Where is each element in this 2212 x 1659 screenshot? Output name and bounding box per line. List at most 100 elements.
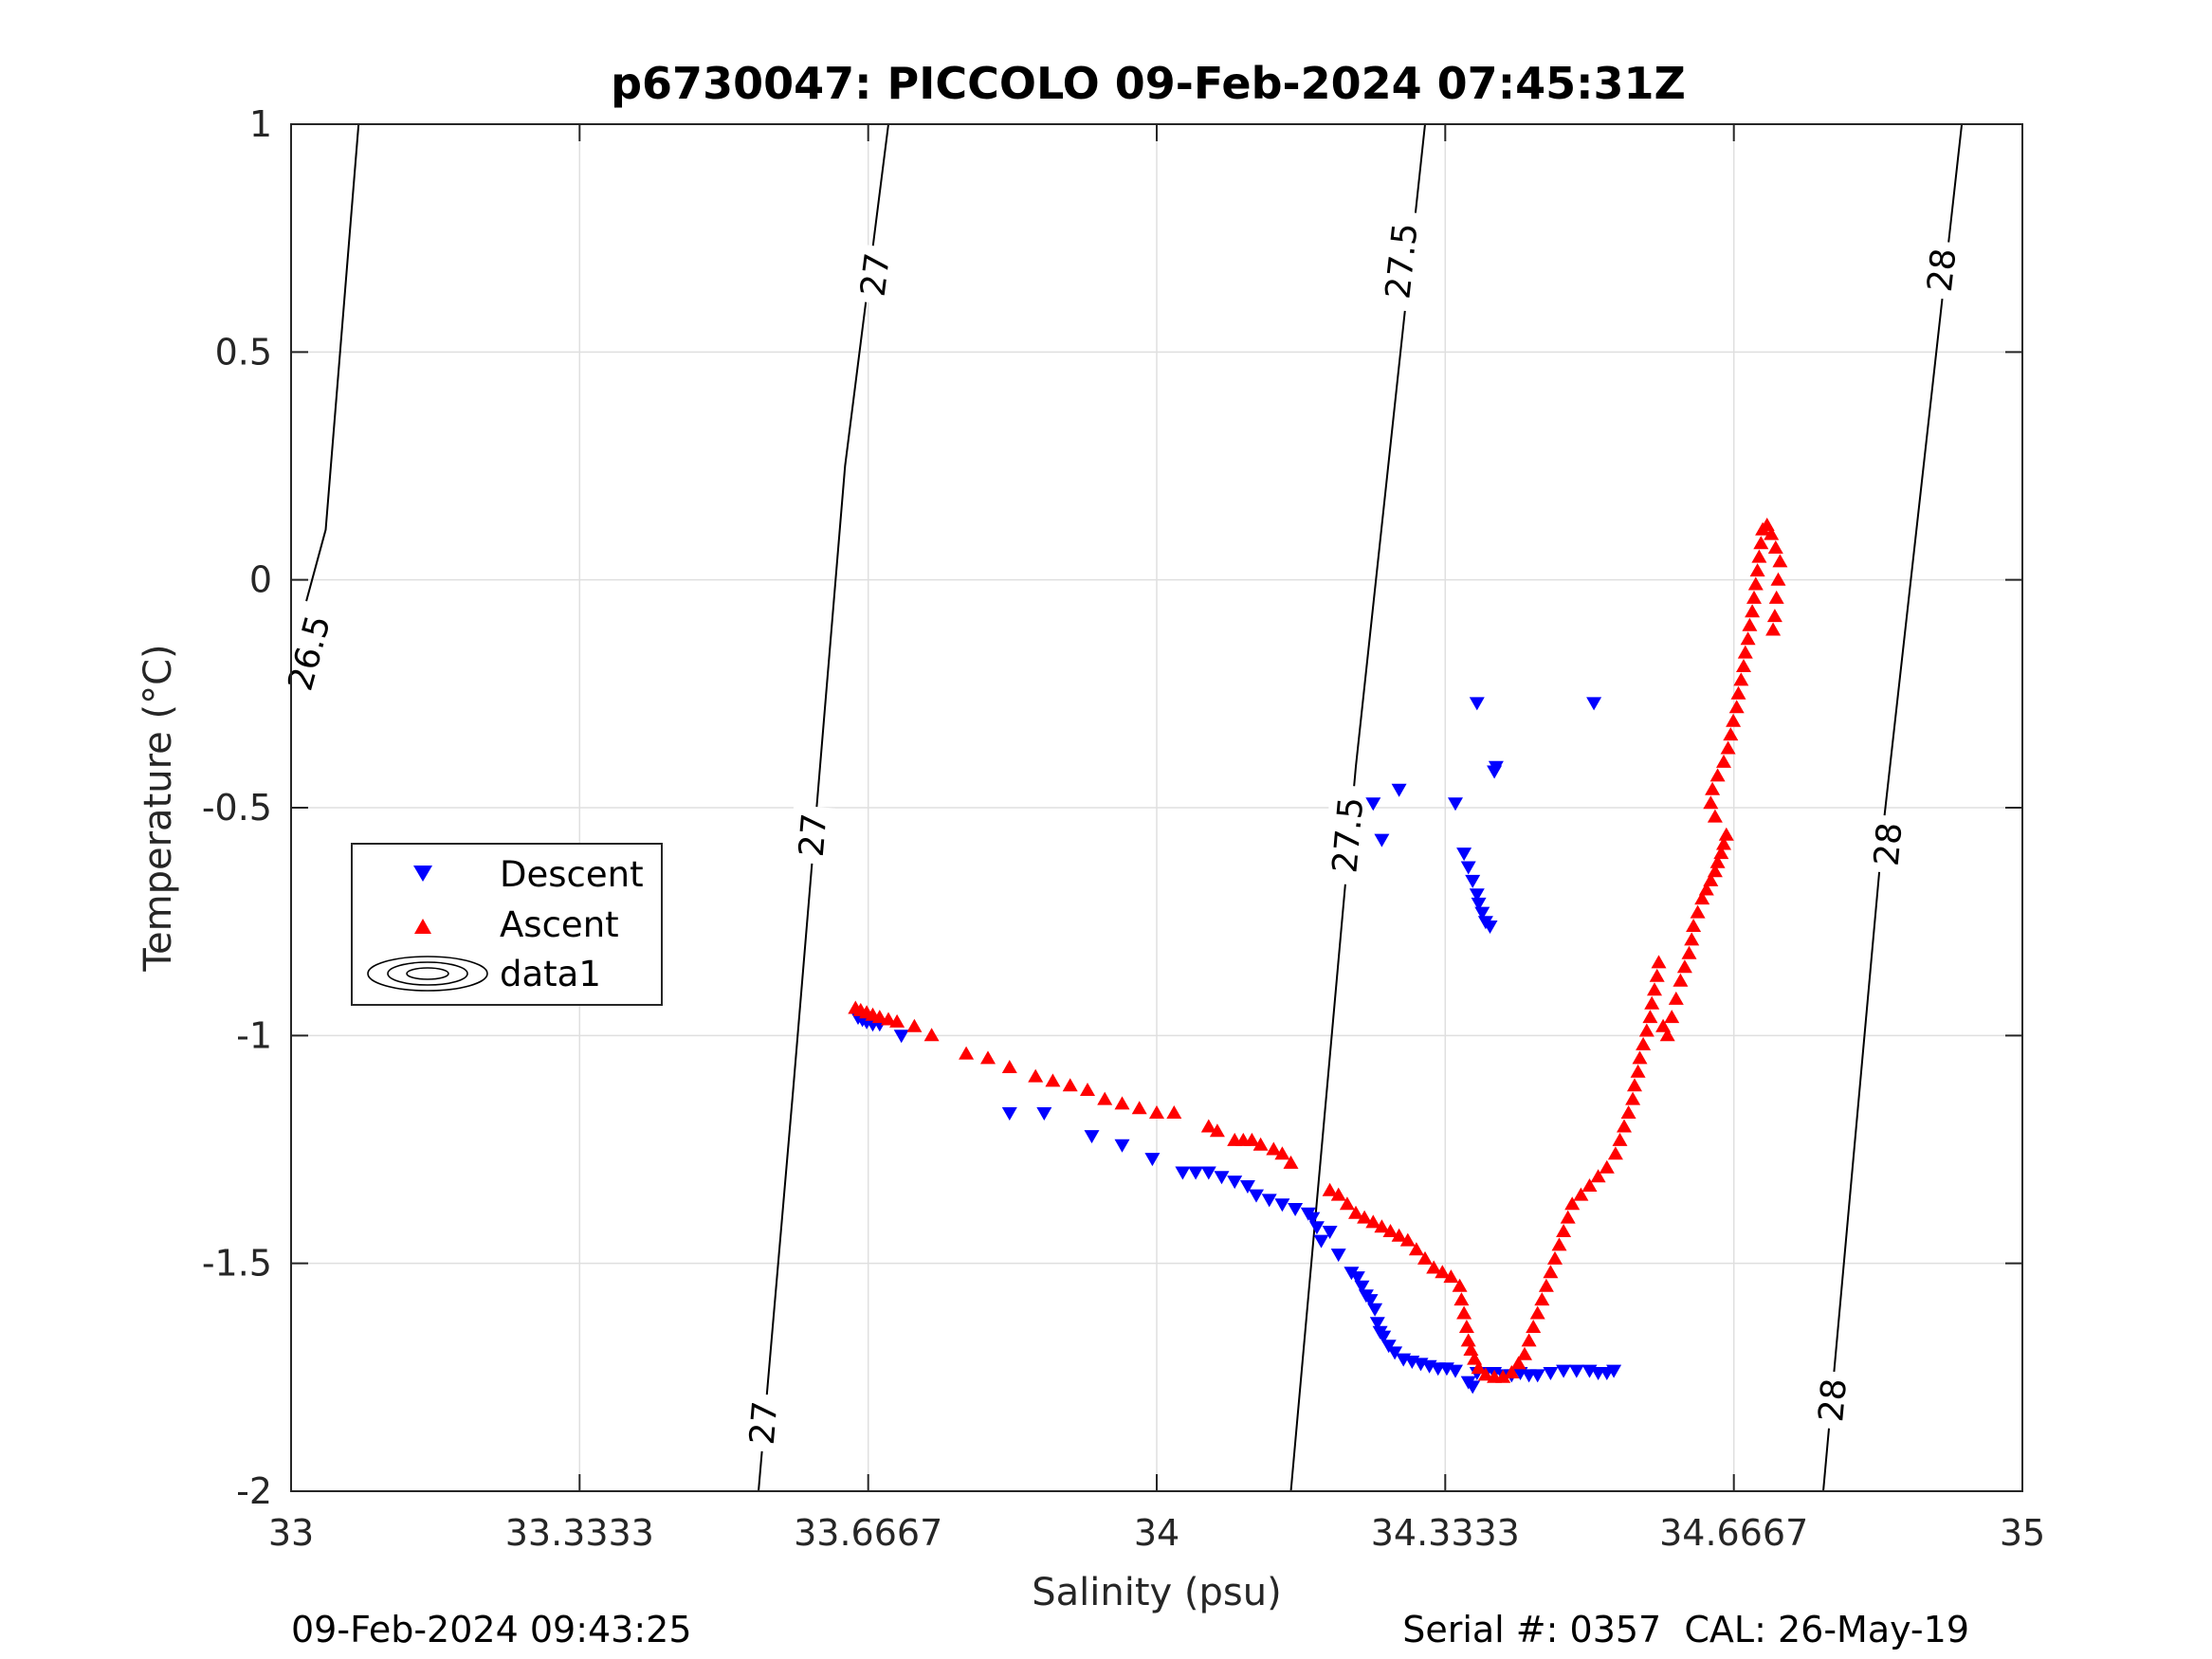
ascent-point [1453, 1292, 1470, 1306]
descent-point [1465, 874, 1481, 888]
ascent-point [1746, 590, 1762, 604]
descent-point [1261, 1194, 1277, 1208]
legend-box [351, 843, 663, 1006]
ascent-point [1698, 882, 1714, 896]
ascent-point [1114, 1096, 1130, 1110]
descent-point [1144, 1153, 1161, 1167]
ascent-point [1612, 1132, 1628, 1146]
ascent-point [1620, 1105, 1636, 1119]
contour-label-bg [1375, 210, 1427, 313]
descent-point [1474, 906, 1490, 921]
ascent-point [1632, 1050, 1648, 1065]
ascent-point [1348, 1205, 1363, 1219]
y-tick-label: -1.5 [202, 1243, 272, 1285]
ascent-point [1627, 1078, 1642, 1092]
ascent-point [871, 1010, 887, 1024]
ascent-point [1521, 1333, 1537, 1347]
contour-label-27: 27 [789, 805, 836, 866]
ascent-point [1322, 1182, 1338, 1196]
ascent-point [1599, 1159, 1615, 1174]
ascent-point [1495, 1369, 1511, 1383]
x-axis-label: Salinity (psu) [1032, 1571, 1281, 1614]
ascent-point [1374, 1219, 1390, 1233]
contour-label-text: 27 [793, 811, 835, 858]
ascent-point [1166, 1105, 1182, 1119]
x-tick-label: 34 [1134, 1512, 1179, 1554]
ascent-point [1443, 1269, 1459, 1284]
contour-label-bg [1916, 239, 1965, 301]
contour-label-28: 28 [1916, 239, 1965, 301]
ascent-point [1647, 982, 1662, 996]
descent-point [1606, 1364, 1622, 1378]
contour-label-27.5: 27.5 [1375, 210, 1427, 313]
ascent-point [1713, 846, 1729, 860]
ascent-point [1767, 540, 1783, 554]
descent-point [1374, 833, 1390, 848]
ascent-point [1556, 1224, 1572, 1237]
descent-point [1456, 848, 1472, 862]
ascent-point [1209, 1123, 1225, 1138]
ascent-point [1274, 1146, 1290, 1160]
descent-point [1313, 1234, 1329, 1249]
ascent-point [1707, 809, 1723, 823]
legend-ascent-label: Ascent [500, 904, 619, 945]
ascent-point [1747, 576, 1764, 591]
ascent-point [1649, 968, 1665, 982]
x-tick-label: 33.3333 [505, 1512, 654, 1554]
ascent-point [1062, 1078, 1078, 1092]
ascent-point [1742, 617, 1758, 631]
x-tick-label: 34.6667 [1659, 1512, 1808, 1554]
descent-point [1330, 1249, 1346, 1263]
contour-label-text: 27.5 [1379, 221, 1425, 301]
contour-label-bg [740, 1393, 787, 1453]
ascent-point [1560, 1210, 1576, 1224]
ascent-point [1435, 1265, 1451, 1279]
descent-point [1568, 1364, 1584, 1378]
ascent-point [1751, 549, 1767, 563]
ascent-point [1726, 713, 1742, 727]
ascent-point [1517, 1346, 1532, 1360]
ascent-point [1749, 563, 1765, 577]
ascent-point [1471, 1360, 1487, 1375]
ascent-point [1149, 1105, 1164, 1119]
ascent-point [1001, 1060, 1017, 1073]
ascent-point [1765, 622, 1782, 636]
descent-point [1354, 1280, 1370, 1294]
contour-label-28: 28 [1863, 813, 1911, 875]
ascent-point [1426, 1260, 1442, 1274]
descent-point [1529, 1369, 1545, 1383]
y-axis-label: Temperature (°C) [137, 644, 180, 972]
ascent-point [1705, 781, 1721, 795]
descent-point [1175, 1166, 1191, 1180]
descent-point [1239, 1180, 1255, 1194]
ascent-point [980, 1050, 996, 1065]
ascent-point [1551, 1237, 1567, 1251]
descent-point [1308, 1221, 1325, 1235]
ascent-point [1460, 1333, 1476, 1347]
ascent-point [1607, 1146, 1623, 1160]
ascent-point [923, 1028, 940, 1042]
descent-point [1369, 1317, 1385, 1331]
ascent-point [1266, 1141, 1282, 1156]
ascent-point [1768, 590, 1784, 604]
descent-point [1376, 1330, 1392, 1344]
ascent-point [1564, 1196, 1581, 1211]
descent-point [1084, 1130, 1100, 1144]
ascent-point [1664, 1010, 1680, 1024]
ascent-point [1676, 959, 1692, 974]
descent-point [1469, 888, 1485, 902]
ascent-point [1408, 1242, 1424, 1256]
ascent-point [1097, 1091, 1113, 1105]
contour-label-bg [1863, 813, 1911, 875]
descent-point [1556, 1364, 1572, 1378]
contour-label-bg [850, 244, 899, 306]
ascent-point [1703, 795, 1719, 810]
ascent-point [1357, 1210, 1373, 1224]
ascent-point [1766, 609, 1782, 623]
y-tick-label: 0 [249, 559, 272, 601]
ascent-point [1720, 740, 1736, 755]
x-tick-label: 33 [268, 1512, 314, 1554]
ascent-point [1684, 932, 1700, 946]
y-tick-label: -1 [236, 1014, 272, 1056]
